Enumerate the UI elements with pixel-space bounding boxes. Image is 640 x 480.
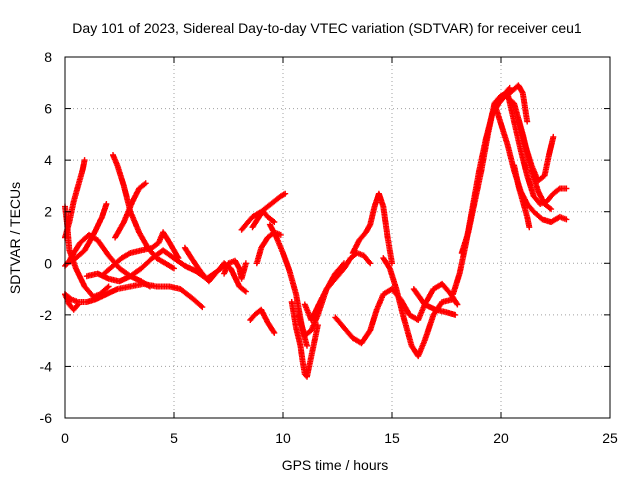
marker-track xyxy=(349,190,395,267)
y-tick-label: -4 xyxy=(40,358,53,374)
chart-title: Day 101 of 2023, Sidereal Day-to-day VTE… xyxy=(72,20,582,36)
y-tick-label: 4 xyxy=(44,152,52,168)
y-tick-label: 6 xyxy=(44,101,52,117)
x-tick-label: 25 xyxy=(602,430,618,446)
series-track-v xyxy=(349,190,395,267)
series-track-q xyxy=(247,306,278,336)
x-tick-label: 5 xyxy=(170,430,178,446)
series-track-u xyxy=(332,286,395,347)
marker-track xyxy=(247,306,278,336)
series-track-af xyxy=(511,162,533,231)
series-track-ae xyxy=(515,115,557,184)
marker-track xyxy=(332,286,395,347)
y-tick-label: -2 xyxy=(40,307,53,323)
series-track-x xyxy=(389,280,461,323)
x-tick-label: 15 xyxy=(384,430,400,446)
y-tick-label: -6 xyxy=(40,410,53,426)
series-track-r xyxy=(288,299,321,380)
y-tick-label: 2 xyxy=(44,204,52,220)
y-tick-label: 8 xyxy=(44,49,52,65)
marker-track xyxy=(101,229,182,277)
series-track-n xyxy=(249,208,278,231)
marker-track xyxy=(504,90,570,207)
series-track-l xyxy=(221,257,249,282)
y-axis-label: SDTVAR / TECUs xyxy=(7,182,23,294)
marker-track xyxy=(249,208,278,231)
series-track-y xyxy=(410,286,459,318)
marker-track xyxy=(221,257,249,282)
marker-track xyxy=(410,286,459,318)
x-tick-label: 10 xyxy=(275,430,291,446)
y-tick-label: 0 xyxy=(44,255,52,271)
series-track-t xyxy=(301,250,374,323)
marker-track xyxy=(511,162,533,231)
plot-frame xyxy=(64,56,611,419)
marker-track xyxy=(515,115,557,184)
x-tick-label: 20 xyxy=(493,430,509,446)
series-track-i xyxy=(101,229,182,277)
x-tick-label: 0 xyxy=(61,430,69,446)
data-points xyxy=(62,82,570,380)
series-track-ad xyxy=(504,90,570,207)
x-axis-label: GPS time / hours xyxy=(282,457,389,473)
marker-track xyxy=(112,180,149,241)
axis-ticks: 0 5 10 15 20 25 -6 -4 -2 0 2 4 6 8 xyxy=(40,49,618,446)
series-track-h xyxy=(112,180,149,241)
marker-track xyxy=(301,250,374,323)
marker-track xyxy=(288,299,321,380)
marker-track xyxy=(389,280,461,323)
